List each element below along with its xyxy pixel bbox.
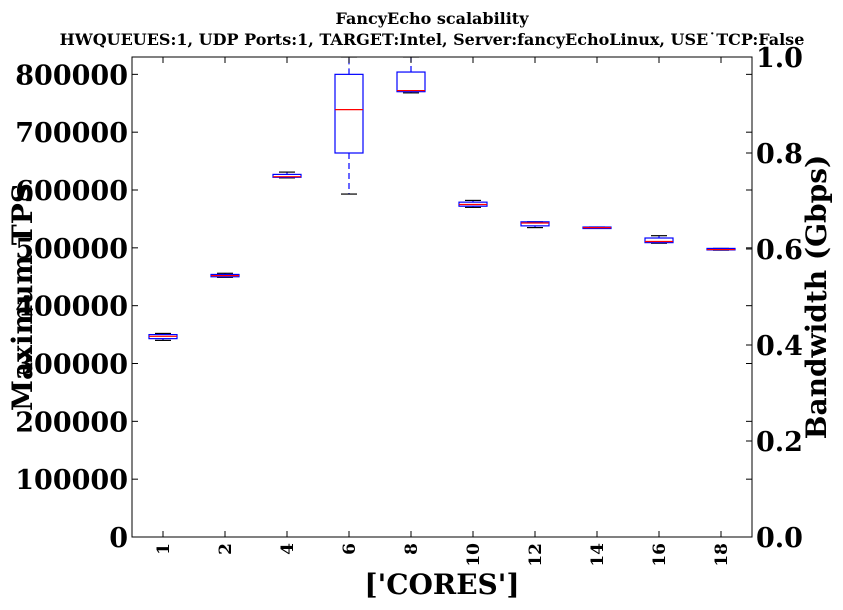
y-axis-label: Maximum TPS — [6, 183, 39, 411]
chart-subtitle: HWQUEUES:1, UDP Ports:1, TARGET:Intel, S… — [60, 30, 805, 49]
x-tick-label-16: 16 — [650, 543, 670, 567]
y2-tick-label-0.4: 0.4 — [756, 331, 803, 362]
y-tick-label-100000: 100000 — [15, 465, 128, 496]
x-tick-label-10: 10 — [464, 543, 484, 567]
y2-tick-label-0.6: 0.6 — [756, 235, 803, 266]
y-tick-label-600000: 600000 — [15, 176, 128, 207]
box-12 — [520, 221, 550, 227]
x-tick-label-12: 12 — [526, 543, 546, 567]
y2-tick-label-0.8: 0.8 — [756, 139, 803, 170]
x-tick-label-18: 18 — [712, 543, 732, 567]
x-tick-label-2: 2 — [216, 543, 236, 555]
x-axis-label: ['CORES'] — [364, 568, 519, 601]
x-tick-label-4: 4 — [278, 543, 298, 555]
y2-axis-label: Bandwidth (Gbps) — [800, 155, 833, 439]
x-tick-label-6: 6 — [340, 543, 360, 555]
box-series — [148, 57, 736, 341]
y-tick-label-800000: 800000 — [15, 60, 128, 91]
y-tick-label-300000: 300000 — [15, 350, 128, 381]
y-tick-label-500000: 500000 — [15, 234, 128, 265]
y-tick-label-400000: 400000 — [15, 292, 128, 323]
box-6 — [334, 73, 364, 154]
x-tick-label-14: 14 — [588, 543, 608, 567]
y2-tick-label-0.2: 0.2 — [756, 427, 803, 458]
y-tick-label-700000: 700000 — [15, 118, 128, 149]
y2-tick-label-0.0: 0.0 — [756, 523, 803, 554]
box-16 — [644, 237, 674, 244]
y-tick-label-0: 0 — [109, 523, 128, 554]
chart-title: FancyEcho scalability — [335, 9, 529, 28]
plot-frame — [131, 56, 753, 538]
y2-tick-label-1.0: 1.0 — [756, 43, 803, 74]
x-tick-label-1: 1 — [154, 543, 174, 555]
y-tick-label-200000: 200000 — [15, 407, 128, 438]
x-tick-label-8: 8 — [402, 543, 422, 555]
plot-area: 0 100000 200000 300000 400000 500000 600000 700… — [15, 43, 803, 567]
box-8 — [396, 71, 426, 93]
